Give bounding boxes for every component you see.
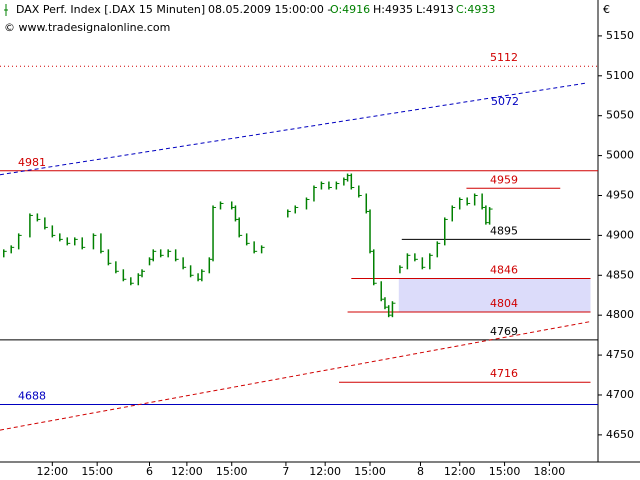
y-tick-label: 5000 <box>606 149 634 162</box>
y-tick-label: 4850 <box>606 268 634 281</box>
open: O:4916 <box>330 3 370 16</box>
x-tick-label: 12:00 <box>171 465 203 478</box>
y-tick-label: 4750 <box>606 348 634 361</box>
close: C:4933 <box>456 3 495 16</box>
y-tick-label: 4700 <box>606 388 634 401</box>
y-tick-label: 4950 <box>606 188 634 201</box>
level-label: 4769 <box>490 325 518 338</box>
low: L:4913 <box>416 3 454 16</box>
x-tick-label: 6 <box>146 465 153 478</box>
level-label: 4688 <box>18 390 46 403</box>
level-label: 5112 <box>490 51 518 64</box>
level-label: 4716 <box>490 367 518 380</box>
trendline <box>0 82 587 176</box>
level-label: 4846 <box>490 263 518 276</box>
trendline-label: 5072 <box>491 95 519 108</box>
level-label: 4895 <box>490 224 518 237</box>
trendline <box>0 321 591 431</box>
level-label: 4959 <box>490 173 518 186</box>
icon <box>4 4 8 16</box>
header: DAX Perf. Index [.DAX 15 Minuten] 08.05.… <box>4 3 610 34</box>
instrument: DAX Perf. Index [.DAX 15 Minuten] <box>16 3 205 16</box>
datetime: 08.05.2009 15:00:00 - <box>208 3 331 16</box>
x-tick-label: 15:00 <box>216 465 248 478</box>
high: H:4935 <box>373 3 413 16</box>
x-tick-label: 15:00 <box>354 465 386 478</box>
x-tick-label: 15:00 <box>489 465 521 478</box>
x-tick-label: 12:00 <box>36 465 68 478</box>
y-tick-label: 5100 <box>606 69 634 82</box>
zone <box>398 278 591 312</box>
y-tick-label: 4650 <box>606 428 634 441</box>
y-tick-label: 5150 <box>606 29 634 42</box>
x-tick-label: 7 <box>282 465 289 478</box>
x-tick-label: 12:00 <box>309 465 341 478</box>
x-tick-label: 18:00 <box>534 465 566 478</box>
copyright: © www.tradesignalonline.com <box>4 21 170 34</box>
level-label: 4804 <box>490 297 518 310</box>
currency: € <box>603 3 610 16</box>
y-tick-label: 4900 <box>606 228 634 241</box>
x-tick-label: 8 <box>417 465 424 478</box>
x-tick-label: 12:00 <box>444 465 476 478</box>
level-label: 4981 <box>18 156 46 169</box>
y-tick-label: 5050 <box>606 109 634 122</box>
y-tick-label: 4800 <box>606 308 634 321</box>
x-tick-label: 15:00 <box>81 465 113 478</box>
